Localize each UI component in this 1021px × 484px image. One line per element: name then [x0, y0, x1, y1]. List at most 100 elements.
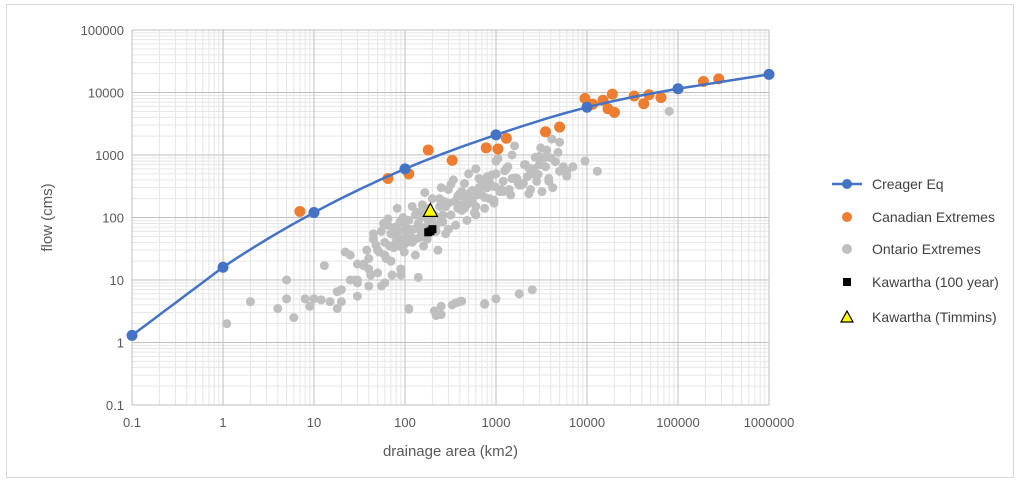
- point-kawartha-timmins: [422, 202, 439, 217]
- point-ontario-extremes: [446, 179, 456, 189]
- point-ontario-extremes: [383, 214, 393, 224]
- point-canadian-extremes: [579, 93, 591, 105]
- legend-label: Ontario Extremes: [872, 241, 981, 257]
- y-tick-label: 0.1: [106, 398, 124, 413]
- point-ontario-extremes: [544, 176, 554, 186]
- point-ontario-extremes: [462, 215, 472, 225]
- point-ontario-extremes: [413, 272, 423, 282]
- point-ontario-extremes: [474, 174, 484, 184]
- point-ontario-extremes: [431, 311, 441, 321]
- point-ontario-extremes: [359, 259, 369, 269]
- point-ontario-extremes: [493, 153, 503, 163]
- point-ontario-extremes: [273, 303, 283, 313]
- x-tick-label: 100: [394, 415, 416, 430]
- series-kawartha-timmins: [422, 202, 439, 217]
- point-ontario-extremes: [325, 297, 335, 307]
- x-tick-label: 1000000: [744, 415, 795, 430]
- point-ontario-extremes: [443, 224, 453, 234]
- point-ontario-extremes: [332, 287, 342, 297]
- point-ontario-extremes: [500, 166, 510, 176]
- point-ontario-extremes: [404, 304, 414, 314]
- point-ontario-extremes: [396, 270, 406, 280]
- x-tick-label: 1: [219, 415, 226, 430]
- point-ontario-extremes: [427, 194, 437, 204]
- point-canadian-extremes: [446, 154, 458, 166]
- point-ontario-extremes: [510, 141, 520, 151]
- point-canadian-extremes: [540, 126, 552, 138]
- point-ontario-extremes: [352, 275, 362, 285]
- point-ontario-extremes: [498, 176, 508, 186]
- point-ontario-extremes: [459, 203, 469, 213]
- y-tick-label: 100: [102, 211, 124, 226]
- point-creager-eq: [308, 207, 320, 219]
- point-ontario-extremes: [592, 166, 602, 176]
- point-ontario-extremes: [309, 294, 319, 304]
- series-ontario-extremes: [222, 106, 674, 329]
- legend-label: Canadian Extremes: [872, 209, 995, 225]
- point-ontario-extremes: [368, 229, 378, 239]
- point-ontario-extremes: [526, 185, 536, 195]
- point-ontario-extremes: [386, 256, 396, 266]
- point-ontario-extremes: [514, 289, 524, 299]
- chart-frame: [6, 4, 1014, 478]
- point-canadian-extremes: [554, 121, 566, 133]
- point-ontario-extremes: [373, 268, 383, 278]
- point-ontario-extremes: [542, 145, 552, 155]
- y-axis-title: flow (cms): [39, 183, 56, 251]
- point-canadian-extremes: [608, 106, 620, 118]
- legend-marker-kawartha-100-year: [843, 278, 851, 286]
- point-ontario-extremes: [435, 194, 445, 204]
- point-canadian-extremes: [422, 144, 434, 156]
- point-ontario-extremes: [450, 197, 460, 207]
- point-creager-eq: [581, 101, 593, 113]
- x-tick-label: 0.1: [123, 415, 141, 430]
- point-canadian-extremes: [500, 132, 512, 144]
- point-ontario-extremes: [539, 153, 549, 163]
- point-ontario-extremes: [487, 170, 497, 180]
- point-ontario-extremes: [527, 285, 537, 295]
- point-ontario-extremes: [471, 201, 481, 211]
- point-ontario-extremes: [530, 152, 540, 162]
- point-ontario-extremes: [457, 296, 467, 306]
- legend-marker-ontario-extremes: [842, 244, 852, 254]
- point-ontario-extremes: [380, 250, 390, 260]
- x-tick-label: 1000: [482, 415, 511, 430]
- point-ontario-extremes: [451, 220, 461, 230]
- point-ontario-extremes: [245, 297, 255, 307]
- point-ontario-extremes: [422, 234, 432, 244]
- point-ontario-extremes: [491, 294, 501, 304]
- point-ontario-extremes: [438, 210, 448, 220]
- point-ontario-extremes: [404, 215, 414, 225]
- y-tick-label: 10000: [88, 86, 124, 101]
- point-creager-eq: [126, 329, 138, 341]
- point-ontario-extremes: [664, 106, 674, 116]
- gridlines: [131, 29, 770, 406]
- legend-marker-canadian-extremes: [842, 212, 852, 222]
- point-ontario-extremes: [436, 183, 446, 193]
- point-ontario-extremes: [376, 226, 386, 236]
- point-ontario-extremes: [546, 153, 556, 163]
- point-ontario-extremes: [555, 137, 565, 147]
- legend-label: Creager Eq: [872, 176, 944, 192]
- point-ontario-extremes: [332, 303, 342, 313]
- point-ontario-extremes: [480, 299, 490, 309]
- point-ontario-extremes: [459, 178, 469, 188]
- point-creager-eq: [763, 68, 775, 80]
- tick-labels: 0.1 1 10 100 1000 10000 100000 1000000 0.1 1 10 100…: [81, 23, 795, 430]
- point-ontario-extremes: [513, 178, 523, 188]
- point-ontario-extremes: [392, 203, 402, 213]
- point-ontario-extremes: [472, 190, 482, 200]
- point-ontario-extremes: [336, 297, 346, 307]
- point-canadian-extremes: [480, 142, 492, 154]
- point-ontario-extremes: [383, 220, 393, 230]
- point-ontario-extremes: [407, 201, 417, 211]
- legend-label: Kawartha (Timmins): [872, 309, 997, 325]
- point-creager-eq: [217, 261, 229, 273]
- point-ontario-extremes: [436, 301, 446, 311]
- point-ontario-extremes: [316, 295, 326, 305]
- point-canadian-extremes: [294, 205, 306, 217]
- point-kawartha-100-year: [428, 225, 437, 234]
- point-ontario-extremes: [305, 301, 315, 311]
- point-ontario-extremes: [547, 134, 557, 144]
- point-creager-eq: [490, 129, 502, 141]
